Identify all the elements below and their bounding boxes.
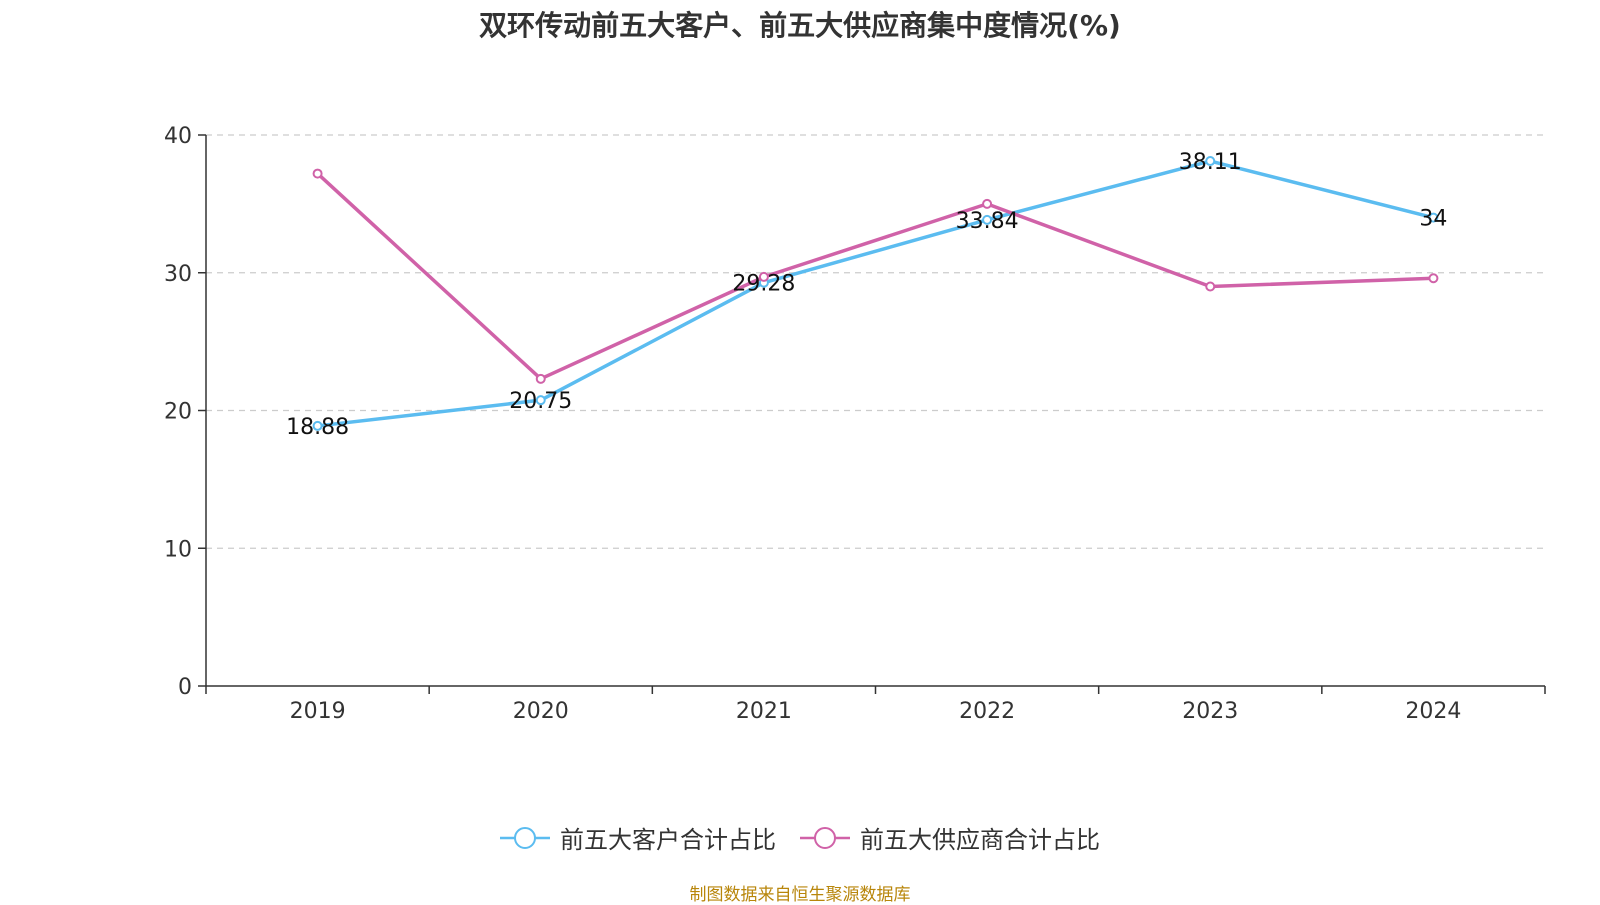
y-tick-label: 30 (164, 262, 192, 287)
data-label: 29.28 (732, 272, 795, 297)
x-tick-label: 2024 (1405, 699, 1461, 724)
legend-item-suppliers[interactable]: 前五大供应商合计占比 (800, 820, 1100, 855)
grid-lines (206, 134, 1545, 549)
x-tick-label: 2023 (1182, 699, 1238, 724)
data-label: 34 (1419, 207, 1447, 232)
chart-title: 双环传动前五大客户、前五大供应商集中度情况(%) (479, 9, 1121, 42)
x-tick-label: 2022 (959, 699, 1015, 724)
data-labels: 18.88 20.75 29.28 33.84 38.11 34 (286, 150, 1447, 440)
source-note: 制图数据来自恒生聚源数据库 (689, 885, 911, 905)
data-point (982, 198, 993, 209)
data-point (1428, 273, 1439, 284)
legend-circle-icon (800, 826, 850, 849)
data-point (758, 271, 769, 282)
y-tick-label: 40 (164, 124, 192, 149)
legend-item-customers[interactable]: 前五大客户合计占比 (500, 820, 776, 855)
data-point (982, 214, 993, 225)
series-line-2 (316, 172, 1434, 381)
data-point (312, 420, 323, 431)
data-point (1205, 156, 1216, 167)
y-tick-label: 10 (164, 537, 192, 562)
legend-circle-icon (500, 826, 550, 849)
data-point (312, 168, 323, 179)
x-tick-label: 2020 (513, 699, 569, 724)
data-label: 33.84 (956, 209, 1019, 234)
y-tick-label: 20 (164, 400, 192, 425)
x-tick-label: 2021 (736, 699, 792, 724)
data-label: 18.88 (286, 415, 349, 440)
data-point (1205, 281, 1216, 292)
legend-label-suppliers: 前五大供应商合计占比 (860, 826, 1100, 854)
x-tick-label: 2019 (290, 699, 346, 724)
data-point (535, 373, 546, 384)
legend-label-customers: 前五大客户合计占比 (560, 826, 776, 854)
line-chart: 0 10 20 30 40 2019 2020 2021 2022 2023 2024 18.88 2… (164, 124, 1546, 724)
series-line-1 (317, 159, 1434, 428)
axes: 0 10 20 30 40 2019 2020 2021 2022 2023 2024 (164, 124, 1546, 724)
series-lines (312, 156, 1439, 431)
legend: 前五大客户合计占比 前五大供应商合计占比 (0, 820, 1600, 855)
data-label: 38.11 (1179, 150, 1242, 175)
data-point (535, 395, 546, 406)
data-point (1428, 212, 1439, 223)
y-tick-label: 0 (178, 675, 192, 700)
data-label: 20.75 (509, 389, 572, 414)
